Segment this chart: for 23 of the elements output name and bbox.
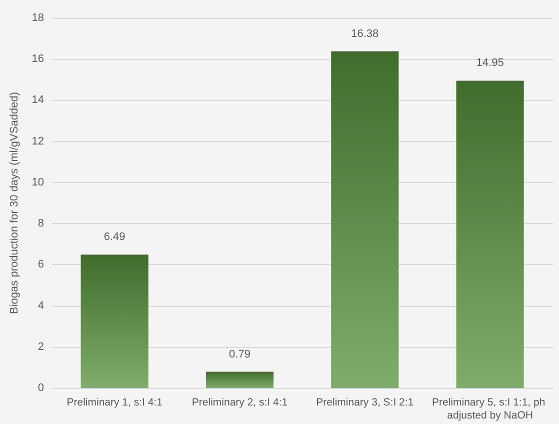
y-tick-label: 12 (32, 135, 44, 148)
data-label: 0.79 (229, 348, 250, 360)
y-axis-title: Biogas production for 30 days (ml/gVSadded) (8, 92, 20, 314)
bar (456, 80, 524, 388)
y-tick-label: 14 (32, 94, 44, 106)
y-tick-label: 2 (38, 340, 44, 353)
x-tick-label: Preliminary 1, s:I 4:1 (66, 396, 163, 408)
x-tick-label: Preliminary 5, s:I 1:1, ph adjusted by NaOH (432, 396, 548, 422)
y-tick-label: 10 (32, 176, 44, 188)
x-tick-label: Preliminary 3, S:I 2:1 (316, 396, 414, 408)
x-tick-label: Preliminary 2, s:I 4:1 (192, 396, 288, 408)
data-label: 14.95 (476, 57, 504, 70)
bar (331, 51, 399, 388)
y-tick-label: 4 (38, 300, 44, 312)
y-tick-label: 18 (32, 12, 44, 24)
bar (80, 254, 148, 388)
data-label: 16.38 (351, 28, 379, 40)
y-tick-label: 0 (38, 382, 44, 394)
data-label: 6.49 (104, 231, 126, 244)
bar (206, 372, 274, 388)
y-tick-label: 6 (38, 258, 44, 271)
y-tick-label: 16 (32, 53, 44, 66)
y-tick-label: 8 (38, 218, 44, 230)
